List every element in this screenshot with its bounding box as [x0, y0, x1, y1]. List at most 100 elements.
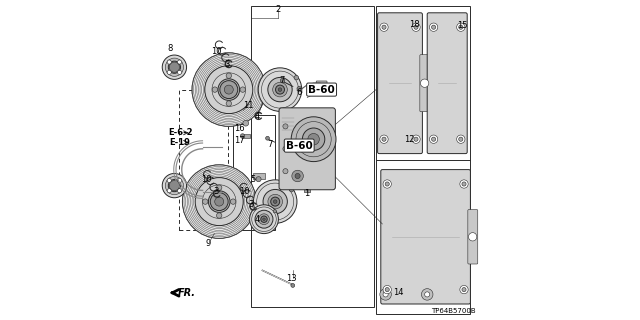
- Text: 4: 4: [255, 112, 260, 121]
- Text: 11: 11: [243, 101, 253, 110]
- Circle shape: [283, 124, 288, 129]
- Text: 5: 5: [250, 175, 255, 184]
- Circle shape: [212, 87, 218, 92]
- Circle shape: [273, 200, 277, 204]
- Text: 10: 10: [211, 47, 221, 56]
- Circle shape: [205, 66, 253, 114]
- Circle shape: [169, 180, 179, 191]
- Text: 18: 18: [409, 20, 420, 28]
- Text: 9: 9: [205, 239, 211, 248]
- Circle shape: [291, 284, 294, 287]
- Circle shape: [462, 287, 466, 292]
- Circle shape: [167, 70, 172, 75]
- Circle shape: [243, 120, 248, 126]
- Circle shape: [380, 23, 388, 31]
- Circle shape: [289, 188, 294, 192]
- Text: 6: 6: [296, 88, 302, 97]
- Circle shape: [459, 25, 463, 29]
- FancyBboxPatch shape: [279, 108, 335, 190]
- FancyBboxPatch shape: [468, 210, 477, 264]
- Circle shape: [280, 78, 285, 83]
- Circle shape: [283, 169, 288, 174]
- Circle shape: [429, 135, 438, 143]
- Circle shape: [383, 180, 392, 188]
- Circle shape: [177, 60, 182, 64]
- Circle shape: [308, 133, 319, 145]
- Text: 1: 1: [305, 189, 310, 198]
- Circle shape: [253, 180, 297, 223]
- Circle shape: [250, 205, 278, 234]
- Circle shape: [192, 53, 266, 126]
- Circle shape: [240, 87, 245, 92]
- Circle shape: [226, 73, 232, 78]
- Circle shape: [456, 135, 465, 143]
- Text: 7: 7: [279, 76, 284, 84]
- Circle shape: [429, 23, 438, 31]
- Circle shape: [230, 199, 236, 204]
- Text: TP64B5700B: TP64B5700B: [431, 308, 475, 314]
- Bar: [179, 90, 228, 230]
- Circle shape: [165, 58, 184, 76]
- Text: 10: 10: [201, 175, 212, 184]
- Circle shape: [385, 182, 389, 186]
- FancyBboxPatch shape: [428, 13, 467, 154]
- Text: 17: 17: [234, 136, 244, 145]
- Circle shape: [240, 134, 245, 138]
- Circle shape: [259, 68, 302, 111]
- FancyBboxPatch shape: [305, 186, 311, 193]
- Circle shape: [291, 117, 336, 162]
- Circle shape: [273, 82, 287, 97]
- Circle shape: [195, 178, 243, 226]
- Circle shape: [412, 23, 420, 31]
- Circle shape: [278, 88, 282, 92]
- Text: 13: 13: [286, 274, 296, 283]
- Text: 3: 3: [248, 200, 254, 209]
- Circle shape: [268, 77, 292, 102]
- Circle shape: [273, 210, 276, 213]
- Circle shape: [468, 233, 477, 241]
- Text: 8: 8: [168, 44, 173, 52]
- Circle shape: [169, 62, 179, 72]
- Circle shape: [177, 178, 182, 182]
- Circle shape: [263, 218, 265, 220]
- FancyBboxPatch shape: [316, 81, 327, 89]
- Circle shape: [226, 101, 232, 106]
- Circle shape: [420, 79, 429, 87]
- Circle shape: [385, 287, 389, 292]
- Circle shape: [165, 177, 184, 195]
- Bar: [233, 115, 275, 230]
- Circle shape: [456, 23, 465, 31]
- Text: FR.: FR.: [178, 288, 196, 298]
- Circle shape: [203, 199, 208, 204]
- Circle shape: [256, 177, 261, 182]
- Text: 4: 4: [255, 215, 260, 224]
- Text: B-60: B-60: [286, 140, 312, 151]
- Circle shape: [266, 136, 269, 140]
- Text: 16: 16: [234, 124, 244, 132]
- Circle shape: [383, 285, 392, 294]
- Circle shape: [177, 70, 182, 75]
- Circle shape: [382, 25, 386, 29]
- Circle shape: [425, 292, 430, 297]
- Circle shape: [412, 135, 420, 143]
- Circle shape: [431, 137, 436, 141]
- Circle shape: [220, 81, 238, 99]
- Circle shape: [163, 55, 187, 79]
- Circle shape: [216, 213, 222, 218]
- Circle shape: [225, 85, 234, 94]
- Circle shape: [268, 194, 282, 209]
- Circle shape: [380, 289, 392, 300]
- Circle shape: [255, 210, 273, 228]
- Bar: [242, 134, 250, 138]
- Bar: [253, 173, 265, 179]
- Bar: [251, 6, 374, 307]
- Circle shape: [460, 285, 468, 294]
- Text: 15: 15: [457, 21, 468, 30]
- Circle shape: [261, 216, 268, 222]
- Text: 2: 2: [276, 5, 281, 14]
- Text: 14: 14: [393, 288, 404, 297]
- Circle shape: [167, 189, 172, 193]
- Circle shape: [383, 292, 388, 297]
- Text: 10: 10: [239, 188, 250, 196]
- Circle shape: [168, 180, 180, 192]
